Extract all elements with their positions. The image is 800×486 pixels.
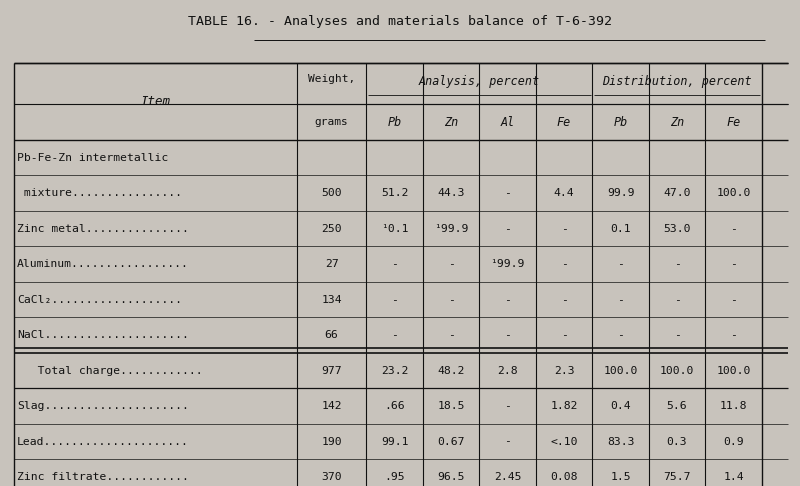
- Text: Fe: Fe: [557, 116, 571, 129]
- Text: 2.3: 2.3: [554, 365, 574, 376]
- Text: 142: 142: [322, 401, 342, 411]
- Text: 75.7: 75.7: [663, 472, 690, 482]
- Text: ¹0.1: ¹0.1: [381, 224, 408, 234]
- Text: Zn: Zn: [444, 116, 458, 129]
- Text: 250: 250: [322, 224, 342, 234]
- Text: 66: 66: [325, 330, 338, 340]
- Text: Zn: Zn: [670, 116, 684, 129]
- Text: NaCl.....................: NaCl.....................: [17, 330, 189, 340]
- Text: -: -: [617, 295, 624, 305]
- Text: -: -: [730, 295, 737, 305]
- Text: 11.8: 11.8: [720, 401, 747, 411]
- Text: -: -: [504, 330, 511, 340]
- Text: <.10: <.10: [550, 436, 578, 447]
- Text: 100.0: 100.0: [603, 365, 638, 376]
- Text: 977: 977: [322, 365, 342, 376]
- Text: -: -: [674, 330, 681, 340]
- Text: 23.2: 23.2: [381, 365, 408, 376]
- Text: 47.0: 47.0: [663, 188, 690, 198]
- Text: 18.5: 18.5: [438, 401, 465, 411]
- Text: -: -: [674, 259, 681, 269]
- Text: -: -: [504, 224, 511, 234]
- Text: -: -: [391, 259, 398, 269]
- Text: -: -: [561, 259, 567, 269]
- Text: 370: 370: [322, 472, 342, 482]
- Text: Weight,: Weight,: [308, 74, 355, 84]
- Text: Pb: Pb: [614, 116, 628, 129]
- Text: 0.3: 0.3: [666, 436, 687, 447]
- Text: 48.2: 48.2: [438, 365, 465, 376]
- Text: Al: Al: [501, 116, 514, 129]
- Text: -: -: [561, 224, 567, 234]
- Text: 100.0: 100.0: [716, 365, 750, 376]
- Text: -: -: [448, 330, 454, 340]
- Text: ¹99.9: ¹99.9: [490, 259, 525, 269]
- Text: Pb: Pb: [387, 116, 402, 129]
- Text: Aluminum.................: Aluminum.................: [17, 259, 189, 269]
- Text: Zinc metal...............: Zinc metal...............: [17, 224, 189, 234]
- Text: 190: 190: [322, 436, 342, 447]
- Text: 44.3: 44.3: [438, 188, 465, 198]
- Text: .66: .66: [384, 401, 405, 411]
- Text: 83.3: 83.3: [606, 436, 634, 447]
- Text: TABLE 16. - Analyses and materials balance of T-6-392: TABLE 16. - Analyses and materials balan…: [188, 16, 612, 28]
- Text: 5.6: 5.6: [666, 401, 687, 411]
- Text: 0.67: 0.67: [438, 436, 465, 447]
- Text: 27: 27: [325, 259, 338, 269]
- Text: 1.82: 1.82: [550, 401, 578, 411]
- Text: Distribution, percent: Distribution, percent: [602, 75, 752, 88]
- Text: 0.4: 0.4: [610, 401, 631, 411]
- Text: .95: .95: [384, 472, 405, 482]
- Text: -: -: [561, 330, 567, 340]
- Text: -: -: [448, 295, 454, 305]
- Text: -: -: [391, 330, 398, 340]
- Text: -: -: [504, 295, 511, 305]
- Text: ¹99.9: ¹99.9: [434, 224, 468, 234]
- Text: 99.9: 99.9: [606, 188, 634, 198]
- Text: CaCl₂...................: CaCl₂...................: [17, 295, 182, 305]
- Text: 4.4: 4.4: [554, 188, 574, 198]
- Text: -: -: [448, 259, 454, 269]
- Text: 0.08: 0.08: [550, 472, 578, 482]
- Text: grams: grams: [314, 117, 349, 127]
- Text: -: -: [561, 295, 567, 305]
- Text: -: -: [617, 330, 624, 340]
- Text: 100.0: 100.0: [716, 188, 750, 198]
- Text: 1.5: 1.5: [610, 472, 631, 482]
- Text: 53.0: 53.0: [663, 224, 690, 234]
- Text: 99.1: 99.1: [381, 436, 408, 447]
- Text: Pb-Fe-Zn intermetallic: Pb-Fe-Zn intermetallic: [17, 153, 168, 163]
- Text: mixture................: mixture................: [17, 188, 182, 198]
- Text: -: -: [674, 295, 681, 305]
- Text: -: -: [730, 224, 737, 234]
- Text: Item: Item: [141, 95, 170, 108]
- Text: Slag.....................: Slag.....................: [17, 401, 189, 411]
- Text: Lead.....................: Lead.....................: [17, 436, 189, 447]
- Text: 2.45: 2.45: [494, 472, 522, 482]
- Text: Fe: Fe: [726, 116, 741, 129]
- Text: -: -: [617, 259, 624, 269]
- Text: -: -: [730, 259, 737, 269]
- Text: -: -: [730, 330, 737, 340]
- Text: 100.0: 100.0: [660, 365, 694, 376]
- Text: Zinc filtrate............: Zinc filtrate............: [17, 472, 189, 482]
- Text: 96.5: 96.5: [438, 472, 465, 482]
- Text: Total charge............: Total charge............: [17, 365, 202, 376]
- Text: 134: 134: [322, 295, 342, 305]
- Text: -: -: [504, 436, 511, 447]
- Text: 0.1: 0.1: [610, 224, 631, 234]
- Text: -: -: [504, 401, 511, 411]
- Text: Analysis, percent: Analysis, percent: [418, 75, 540, 88]
- Text: 2.8: 2.8: [498, 365, 518, 376]
- Text: 0.9: 0.9: [723, 436, 744, 447]
- Text: -: -: [391, 295, 398, 305]
- Text: 51.2: 51.2: [381, 188, 408, 198]
- Text: 500: 500: [322, 188, 342, 198]
- Text: 1.4: 1.4: [723, 472, 744, 482]
- Text: -: -: [504, 188, 511, 198]
